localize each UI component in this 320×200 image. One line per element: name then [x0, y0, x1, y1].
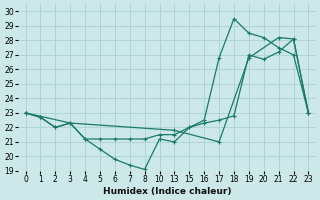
X-axis label: Humidex (Indice chaleur): Humidex (Indice chaleur) [103, 187, 231, 196]
